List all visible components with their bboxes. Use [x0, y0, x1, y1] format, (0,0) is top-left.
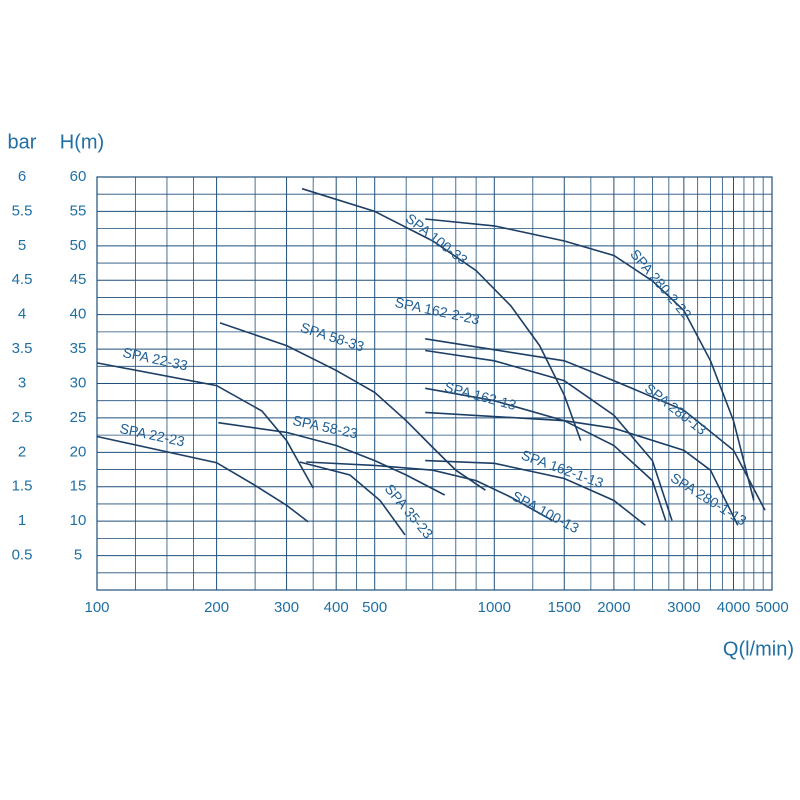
y-tick-label: 50 — [70, 237, 87, 254]
y-tick-label: 60 — [70, 168, 87, 185]
pump-curve — [306, 461, 553, 522]
y-tick-label: 15 — [70, 478, 87, 495]
y-tick-label: 45 — [70, 271, 87, 288]
y2-tick-label: 5 — [18, 237, 26, 254]
pump-curve — [299, 461, 406, 536]
y-tick-label: 20 — [70, 443, 87, 460]
pump-curve — [96, 362, 314, 489]
pump-curve — [219, 322, 486, 491]
x-tick-label: 500 — [362, 599, 387, 616]
x-tick-label: 400 — [324, 599, 349, 616]
y-tick-label: 10 — [70, 512, 87, 529]
y-tick-label: 5 — [74, 547, 82, 564]
y-tick-label: 25 — [70, 409, 87, 426]
x-tick-label: 1500 — [548, 599, 581, 616]
pump-curve — [218, 421, 446, 496]
pump-curve — [301, 187, 582, 441]
y2-tick-label: 4 — [18, 306, 26, 323]
pump-curve — [425, 459, 646, 526]
y2-tick-label: 5.5 — [12, 202, 33, 219]
y2-tick-label: 3 — [18, 374, 26, 391]
y2-tick-label: 6 — [18, 168, 26, 185]
y-axis-title: H(m) — [60, 131, 104, 153]
pump-curve — [425, 218, 755, 501]
pump-curve — [96, 435, 309, 523]
y2-tick-label: 3.5 — [12, 340, 33, 357]
y2-tick-label: 0.5 — [12, 547, 33, 564]
y2-tick-label: 1 — [18, 512, 26, 529]
x-axis-title: Q(l/min) — [723, 638, 794, 660]
y-tick-label: 30 — [70, 374, 87, 391]
y2-tick-label: 4.5 — [12, 271, 33, 288]
y-tick-label: 55 — [70, 202, 87, 219]
y2-tick-label: 2.5 — [12, 409, 33, 426]
x-tick-label: 4000 — [717, 599, 750, 616]
y2-axis-title: bar — [8, 131, 37, 153]
x-tick-label: 100 — [84, 599, 109, 616]
pump-curve — [425, 411, 739, 526]
y2-tick-label: 2 — [18, 443, 26, 460]
pump-curve — [425, 338, 766, 511]
pump-curve — [425, 387, 667, 521]
y-tick-label: 35 — [70, 340, 87, 357]
x-tick-label: 3000 — [667, 599, 700, 616]
x-tick-label: 1000 — [478, 599, 511, 616]
x-tick-label: 200 — [204, 599, 229, 616]
y-tick-label: 40 — [70, 306, 87, 323]
x-tick-label: 5000 — [755, 599, 788, 616]
x-tick-label: 300 — [274, 599, 299, 616]
plot-frame — [96, 176, 773, 591]
y2-tick-label: 1.5 — [12, 478, 33, 495]
x-tick-label: 2000 — [597, 599, 630, 616]
pump-curve — [425, 349, 673, 521]
